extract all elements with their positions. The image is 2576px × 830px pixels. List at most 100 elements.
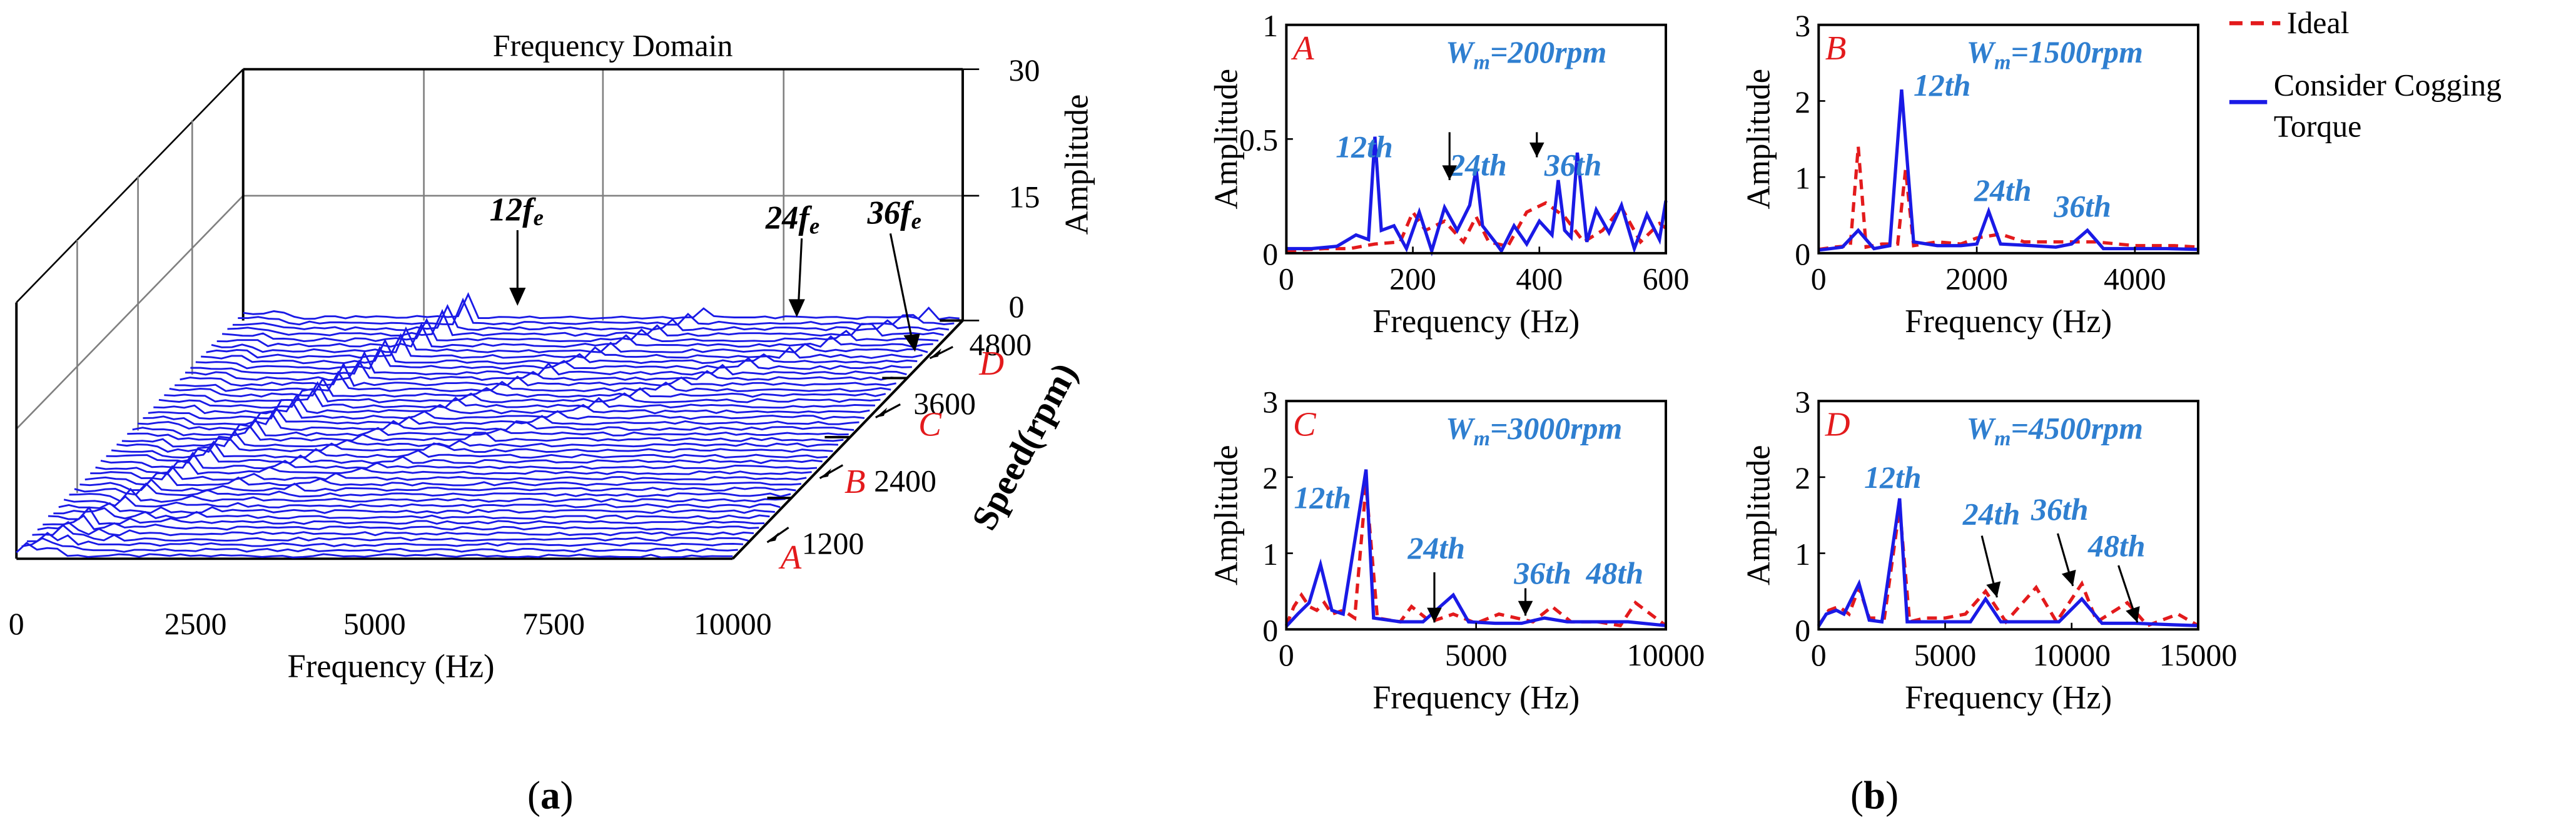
subplot-C: 0 5000 10000 0 1 2 3 Frequency (Hz) Amplitude C Wm…	[1209, 385, 1705, 716]
subplot-D: 0 5000 10000 15000 0 1 2 3 Frequency (Hz) Amplitu…	[1740, 385, 2237, 716]
subplot-A: 0 200 400 600 0 0.5 1 Frequency (Hz) Amplitude A W…	[1209, 9, 1690, 340]
waterfall-slice	[216, 322, 933, 348]
y-tick-label: 1	[1795, 537, 1810, 572]
panel-a-label: (a)	[527, 773, 574, 817]
waterfall-slice	[185, 359, 902, 382]
subplot-B: 0 2000 4000 0 1 2 3 Frequency (Hz) Amplitude B Wm=…	[1740, 9, 2199, 340]
x-tick-label: 10000	[2032, 638, 2111, 672]
chart-title: Frequency Domain	[493, 29, 733, 63]
freq-tick-label: 0	[9, 607, 24, 641]
grid-lines	[16, 68, 963, 493]
subplot-letter: C	[1293, 405, 1317, 443]
amplitude-axis: 30 15 0 Amplitude	[962, 53, 1095, 324]
arrow-head	[1427, 607, 1442, 623]
arrow-head	[1442, 165, 1458, 180]
waterfall-slice	[100, 451, 818, 470]
x-tick-label: 200	[1389, 262, 1436, 296]
freq-tick-label: 2500	[165, 607, 227, 641]
harmonic-label: 24th	[1407, 531, 1465, 565]
y-tick-label: 0.5	[1239, 123, 1278, 158]
x-tick-label: 0	[1279, 262, 1294, 296]
waterfall-slice	[169, 377, 886, 398]
panel-b-label: (b)	[1850, 773, 1899, 817]
speed-tick-label: 4800	[970, 328, 1032, 362]
freq-tick-label: 7500	[522, 607, 585, 641]
frequency-axis: 0 2500 5000 7500 10000 Frequency (Hz)	[9, 607, 772, 684]
speed-marker: B	[844, 462, 866, 500]
arrow-head	[2126, 606, 2140, 623]
y-tick-label: 0	[1262, 237, 1278, 271]
waterfall-slice	[243, 291, 960, 320]
harmonic-label: 24th	[1449, 148, 1506, 183]
x-tick-label: 0	[1279, 638, 1294, 672]
legend-cogging-label: Consider Cogging	[2274, 68, 2502, 103]
waterfall-slice	[43, 514, 759, 531]
waterfall-slice	[48, 506, 765, 525]
axes-frame	[1817, 23, 2199, 255]
harmonic-label: 24th	[1962, 497, 2020, 531]
waterfall-slice	[21, 537, 738, 553]
axes-frame	[1817, 400, 2199, 631]
speed-markers: A B C D	[766, 344, 1004, 576]
waterfall-slices	[16, 291, 960, 559]
y-axis-label: Amplitude	[1209, 445, 1245, 585]
waterfall-chart: Frequency Domain 30 15 0 Amplitude 1200 …	[9, 29, 1095, 817]
y-tick-label: 1	[1795, 161, 1810, 196]
x-axis-label: Frequency (Hz)	[1905, 303, 2112, 340]
waterfall-slice	[232, 304, 950, 331]
waterfall-slice	[32, 524, 749, 542]
waterfall-slice	[74, 482, 791, 498]
y-tick-label: 0	[1795, 614, 1810, 648]
harmonic-label: 36th	[1544, 148, 1601, 183]
freq-axis-label: Frequency (Hz)	[288, 648, 495, 684]
waterfall-slice	[143, 406, 860, 426]
amp-tick-label: 0	[1009, 290, 1025, 324]
ideal-series-line	[1284, 484, 1667, 628]
y-tick-label: 2	[1795, 461, 1810, 495]
waterfall-slice	[106, 446, 823, 465]
waterfall-slice	[16, 542, 733, 559]
arrow-head	[1518, 600, 1533, 616]
x-tick-label: 0	[1811, 638, 1827, 672]
y-tick-label: 3	[1795, 9, 1810, 43]
waterfall-slice	[175, 370, 891, 392]
x-tick-label: 4000	[2104, 262, 2166, 296]
waterfall-slice	[27, 532, 744, 547]
waterfall-slice	[79, 478, 796, 492]
harmonic-label: 12th	[1914, 68, 1970, 103]
waterfall-slice	[164, 381, 881, 403]
amp-axis-label: Amplitude	[1059, 94, 1095, 235]
speed-marker: A	[778, 538, 801, 576]
harmonic-label: 36th	[2031, 492, 2088, 527]
waterfall-slice	[195, 345, 912, 370]
harmonic-label: 36th	[2053, 189, 2111, 223]
harmonic-label: 48th	[1586, 556, 1643, 590]
ideal-series-line	[1817, 507, 2199, 628]
harmonic-label: 24th	[1974, 173, 2031, 208]
speed-tick-label: 3600	[913, 387, 976, 421]
cogging-series-line	[1818, 89, 2199, 252]
harmonic-annotations: 12fe 24fe 36fe	[490, 191, 921, 352]
harmonic-label: 12th	[1336, 129, 1392, 164]
arrow-head	[1986, 581, 2001, 598]
x-tick-label: 15000	[2159, 638, 2238, 672]
harmonic-label: 12th	[1294, 481, 1351, 515]
waterfall-slice	[95, 459, 812, 475]
waterfall-slice	[111, 440, 828, 459]
arrow-head	[1529, 142, 1544, 158]
speed-axis-label: Speed(rpm)	[965, 357, 1085, 536]
harmonic-24fe: 24fe	[765, 200, 819, 238]
speed-marker: C	[918, 405, 942, 443]
x-tick-label: 5000	[1445, 638, 1508, 672]
waterfall-slice	[206, 333, 923, 359]
x-tick-label: 400	[1516, 262, 1563, 296]
waterfall-slice	[138, 410, 854, 431]
waterfall-slice	[148, 399, 865, 420]
legend-cogging-label-cont: Torque	[2274, 109, 2362, 143]
x-axis-label: Frequency (Hz)	[1372, 679, 1580, 716]
waterfall-slice	[227, 308, 944, 337]
legend-ideal-label: Ideal	[2287, 6, 2350, 40]
harmonic-12fe: 12fe	[490, 191, 544, 230]
x-axis-label: Frequency (Hz)	[1905, 679, 2112, 716]
